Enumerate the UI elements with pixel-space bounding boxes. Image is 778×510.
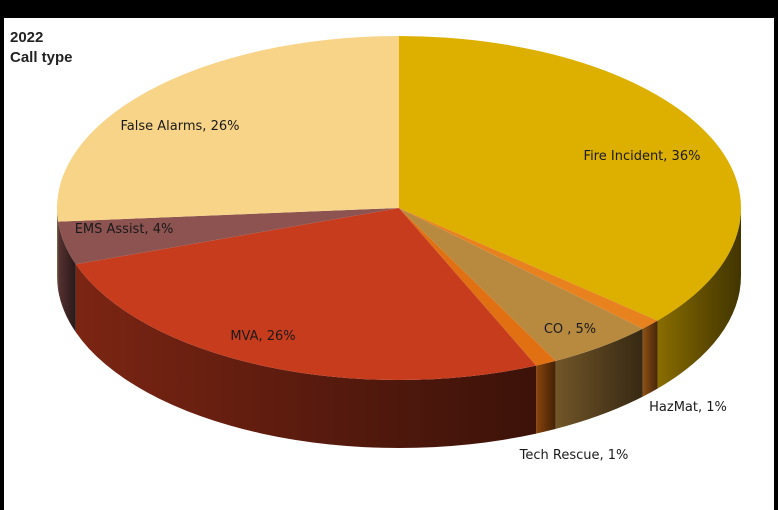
slice-label-tech-rescue: Tech Rescue, 1%	[519, 448, 629, 463]
chart-subtitle: Call type	[10, 49, 73, 66]
pie-side-hazmat	[642, 320, 658, 397]
pie-slice-false-alarms	[57, 36, 400, 222]
pie-slice-fire-incident	[399, 36, 741, 321]
pie-side-co	[555, 328, 643, 429]
pie-slice-mva	[75, 208, 537, 380]
slice-label-fire-incident: Fire Incident, 36%	[584, 149, 701, 164]
pie-slice-hazmat	[399, 208, 658, 329]
pie-side-mva	[75, 264, 537, 448]
pie-slice-tech-rescue	[399, 208, 556, 366]
pie-sides	[57, 208, 741, 448]
slice-label-co: CO , 5%	[544, 322, 596, 337]
pie-labels: Fire Incident, 36% HazMat, 1% CO , 5% Tech …	[75, 119, 727, 463]
pie-side-tech-rescue	[536, 360, 556, 434]
chart-title: 2022	[10, 29, 44, 46]
slice-label-false-alarms: False Alarms, 26%	[121, 119, 240, 134]
slice-label-ems-assist: EMS Assist, 4%	[75, 222, 174, 237]
slice-label-mva: MVA, 26%	[230, 329, 295, 344]
pie-slices	[57, 36, 741, 380]
pie-slice-co	[399, 208, 643, 361]
chart-title-block: 2022 Call type	[10, 28, 73, 68]
pie-side-fire-incident	[657, 208, 741, 389]
pie-slice-ems-assist	[58, 208, 399, 265]
pie-side-ems-assist	[58, 221, 76, 333]
pie-side-false-alarms	[57, 208, 59, 290]
slice-label-hazmat: HazMat, 1%	[649, 400, 727, 415]
